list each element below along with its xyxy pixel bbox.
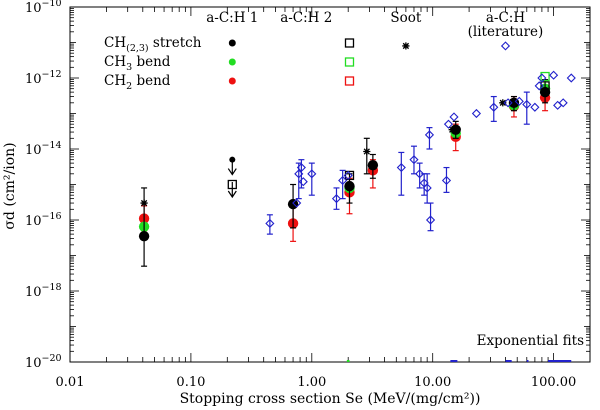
series-8-diamond-point (441, 175, 452, 186)
series-8-diamond-point (522, 99, 532, 110)
series-3-star-point (499, 99, 507, 107)
series-8-diamond-point (489, 102, 499, 112)
y-tick-label: 10−12 (25, 69, 62, 87)
series-3-star-point (140, 199, 148, 207)
column-header: a-C:H 2 (280, 10, 332, 26)
column-headers: a-C:H 1 a-C:H 2 Soot a-C:H(literature) (206, 10, 543, 40)
column-header: a-C:H 1 (206, 10, 258, 26)
note-exponential-fits: Exponential fits (477, 333, 584, 349)
legend-marker-circle (228, 39, 236, 47)
series-8-diamond-point (331, 194, 342, 204)
series-2-circle-point (138, 230, 150, 242)
legend-marker-square (344, 76, 355, 86)
series-4-square-point (540, 81, 550, 91)
series-7-arrow-down-point (227, 159, 237, 176)
y-tick-labels: 10−20 10−18 10−16 10−14 10−12 10−10 (25, 0, 62, 371)
series-8-diamond-point (530, 102, 540, 112)
series-8-diamond-point (396, 162, 406, 173)
x-tick-labels: 0.01 0.10 1.00 10.00 100.00 (56, 375, 577, 390)
series-8-diamond-point (558, 98, 568, 108)
series-8-diamond-point (343, 170, 353, 181)
axis-ticks (69, 6, 591, 363)
legend-marker-circle (228, 77, 236, 85)
series-8-diamond-point (425, 215, 436, 225)
y-tick-label: 10−18 (25, 282, 62, 300)
series-8-diamond-point (292, 198, 302, 208)
series-8-diamond-point (537, 73, 547, 83)
legend-label: CH3 bend (104, 54, 171, 73)
series-8-diamond-point (514, 96, 524, 106)
series-8-diamond-point (298, 177, 308, 187)
x-axis-title: Stopping cross section Se (MeV/(mg/cm²)) (180, 391, 481, 407)
series-8-diamond-point (443, 119, 454, 129)
x-tick-label: 0.01 (56, 375, 85, 390)
x-tick-label: 10.00 (414, 375, 451, 390)
series-8-diamond-point (338, 175, 348, 186)
data-marks (138, 41, 576, 362)
series-8-diamond-point (422, 183, 432, 193)
legend-label: CH2 bend (104, 73, 171, 92)
y-tick-label: 10−14 (25, 140, 62, 158)
column-header: (literature) (468, 24, 544, 40)
series-5-square-point (540, 71, 550, 82)
y-axis-title: σd (cm²/ion) (2, 142, 18, 229)
legend-marker-circle (228, 58, 236, 66)
series-8-diamond-point (449, 112, 459, 122)
series-8-diamond-point (500, 41, 511, 51)
y-tick-label: 10−10 (25, 0, 62, 16)
series-8-diamond-point (296, 162, 306, 173)
series-2-circle-point (367, 159, 379, 171)
series-8-diamond-point (549, 70, 559, 80)
series-3-star-point (402, 42, 410, 50)
series-2-circle-point (287, 198, 299, 210)
series-8-diamond-point (566, 73, 576, 83)
legend-marker-square (344, 57, 355, 67)
y-tick-label: 10−20 (25, 353, 62, 371)
series-3-star-point (448, 126, 456, 134)
y-tick-label: 10−16 (25, 211, 62, 229)
column-header: a-C:H (486, 10, 525, 26)
series-8-diamond-point (265, 218, 275, 229)
series-7-arrow-down-point (227, 181, 237, 199)
series-8-diamond-point (471, 108, 482, 119)
series-8-diamond-point (534, 81, 544, 91)
series-8-diamond-point (409, 155, 419, 165)
series-8-diamond-point (503, 98, 513, 108)
column-header: Soot (390, 10, 422, 26)
legend-marker-square (344, 38, 355, 48)
series-3-star-point (363, 147, 371, 156)
series-2-circle-point (344, 180, 355, 192)
series-4-square-point (344, 170, 355, 181)
x-tick-label: 0.10 (176, 375, 205, 390)
legend-label: CH(2,3) stretch (104, 35, 202, 54)
x-tick-label: 1.00 (297, 375, 326, 390)
series-8-diamond-point (424, 130, 435, 140)
series-8-diamond-point (307, 169, 317, 179)
x-tick-label: 100.00 (531, 375, 577, 390)
series-8-diamond-point (415, 169, 425, 179)
